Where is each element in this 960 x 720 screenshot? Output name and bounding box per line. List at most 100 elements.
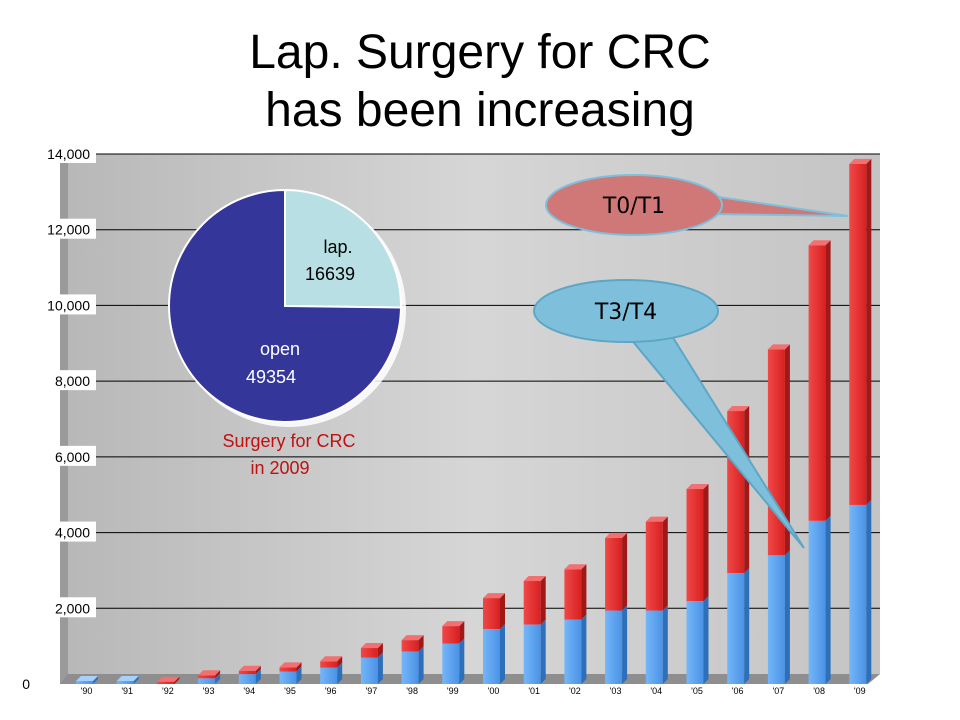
y-tick-label: 0 bbox=[22, 676, 30, 692]
pie-caption-line-1: Surgery for CRC bbox=[222, 431, 355, 451]
bar-05 bbox=[686, 484, 709, 684]
bar-segment-blue-front bbox=[808, 520, 826, 684]
bar-segment-red-side bbox=[784, 344, 790, 556]
bar-segment-blue-top bbox=[76, 675, 98, 681]
y-tick-label: 12,000 bbox=[47, 222, 90, 238]
bar-segment-red-top bbox=[767, 344, 790, 350]
callout-t3-t4-label: T3/T4 bbox=[594, 300, 657, 325]
bar-segment-red-side bbox=[703, 484, 709, 602]
bar-segment-red-side bbox=[825, 240, 831, 521]
bar-segment-red-front bbox=[483, 598, 500, 630]
slide-title: Lap. Surgery for CRC has been increasing bbox=[0, 24, 960, 140]
x-tick-label: '01 bbox=[528, 686, 540, 696]
callout-t3-t4: T3/T4 bbox=[533, 279, 805, 549]
bar-segment-blue-side bbox=[255, 669, 261, 684]
bar-segment-red-side bbox=[255, 665, 261, 675]
bar-segment-red-top bbox=[686, 484, 709, 490]
pie-label-lap: lap. bbox=[323, 237, 352, 257]
bar-segment-red-front bbox=[238, 670, 256, 675]
x-tick-label: '03 bbox=[610, 686, 622, 696]
bar-segment-red-top bbox=[238, 665, 261, 671]
title-line-1: Lap. Surgery for CRC bbox=[249, 26, 711, 79]
bar-segment-red-side bbox=[540, 576, 546, 625]
bar-segment-red-side bbox=[215, 670, 221, 679]
bar-segment-blue-front bbox=[727, 573, 745, 684]
y-tick-label-bg bbox=[34, 370, 96, 391]
bar-segment-blue-front bbox=[483, 629, 500, 684]
x-tick-label: '96 bbox=[325, 686, 337, 696]
bar-segment-blue-front bbox=[320, 667, 338, 684]
title-line-2: has been increasing bbox=[265, 84, 695, 137]
pie-label-open: open bbox=[260, 339, 300, 359]
bar-segment-red-side bbox=[174, 676, 180, 684]
bar-90 bbox=[76, 675, 98, 684]
bar-segment-blue-front bbox=[523, 624, 541, 684]
bar-segment-blue-side bbox=[377, 652, 383, 684]
bar-segment-red-side bbox=[500, 593, 505, 630]
x-tick-label: '05 bbox=[691, 686, 703, 696]
y-tick-label: 4,000 bbox=[55, 525, 90, 541]
bar-97 bbox=[360, 643, 383, 684]
bar-segment-blue-front bbox=[76, 680, 93, 684]
bar-segment-blue-side bbox=[500, 624, 505, 684]
bar-segment-blue-side bbox=[337, 662, 343, 684]
bar-segment-red-top bbox=[198, 670, 221, 676]
bar-segment-red-side bbox=[337, 656, 343, 668]
bar-segment-red-side bbox=[622, 532, 628, 611]
x-tick-label: '90 bbox=[81, 686, 93, 696]
bar-segment-blue-side bbox=[622, 605, 628, 684]
plot-wall-back bbox=[68, 154, 880, 684]
bar-segment-blue-front bbox=[564, 619, 582, 684]
y-tick-label-bg bbox=[34, 218, 96, 239]
callout-t0-t1-label: T0/T1 bbox=[602, 194, 665, 219]
pie-chart bbox=[168, 188, 406, 427]
bar-segment-blue-side bbox=[784, 550, 790, 684]
bar-segment-red-front bbox=[523, 581, 541, 625]
bar-segment-red-front bbox=[605, 537, 623, 611]
pie-value-lap: 16639 bbox=[305, 264, 355, 284]
pie-caption-line-2: in 2009 bbox=[250, 458, 309, 478]
bar-segment-red-side bbox=[744, 406, 750, 574]
bar-segment-blue-front bbox=[198, 678, 216, 684]
bar-segment-red-top bbox=[727, 406, 750, 412]
bar-segment-red-top bbox=[442, 621, 465, 627]
bar-segment-red-front bbox=[157, 681, 175, 684]
bar-segment-red-top bbox=[645, 516, 668, 522]
bar-segment-blue-side bbox=[703, 596, 709, 684]
bar-segment-red-front bbox=[808, 245, 826, 521]
bar-segment-blue-front bbox=[442, 643, 460, 684]
bar-segment-red-top bbox=[279, 662, 302, 668]
bar-segment-blue-side bbox=[744, 568, 750, 684]
x-tick-label: '93 bbox=[203, 686, 215, 696]
y-tick-label: 6,000 bbox=[55, 449, 90, 465]
bar-segment-red-top bbox=[808, 240, 831, 246]
bar-93 bbox=[198, 670, 221, 684]
bar-09 bbox=[849, 158, 872, 684]
bar-segment-blue-top bbox=[116, 675, 139, 681]
x-tick-label: '91 bbox=[121, 686, 133, 696]
bar-segment-red-side bbox=[581, 564, 587, 620]
y-tick-label-bg bbox=[34, 597, 96, 618]
x-tick-label: '99 bbox=[447, 686, 459, 696]
bar-segment-blue-side bbox=[459, 638, 465, 684]
bar-04 bbox=[645, 516, 668, 684]
bar-segment-blue-side bbox=[540, 619, 546, 684]
x-tick-label: '06 bbox=[732, 686, 744, 696]
bar-segment-red-front bbox=[360, 648, 378, 658]
bar-segment-red-top bbox=[605, 532, 628, 538]
pie-slice-open bbox=[168, 188, 403, 423]
y-tick-label-bg bbox=[34, 521, 96, 542]
plot-wall bbox=[60, 154, 880, 684]
bar-segment-red-side bbox=[866, 158, 872, 505]
bar-segment-blue-front bbox=[686, 601, 704, 684]
bar-01 bbox=[523, 576, 546, 684]
x-tick-label: '00 bbox=[488, 686, 500, 696]
x-tick-label: '08 bbox=[813, 686, 825, 696]
bar-segment-blue-front bbox=[645, 610, 663, 684]
x-tick-label: '04 bbox=[650, 686, 662, 696]
bar-segment-red-front bbox=[198, 675, 216, 679]
gridlines bbox=[68, 153, 880, 609]
bar-segment-red-side bbox=[662, 516, 668, 611]
x-axis: '90 '91 '92 '93 '94 '95 '96 '97 '98 '99 '00 '01 '02 '… bbox=[81, 686, 866, 696]
callout-t0-t1: T0/T1 bbox=[545, 174, 849, 236]
